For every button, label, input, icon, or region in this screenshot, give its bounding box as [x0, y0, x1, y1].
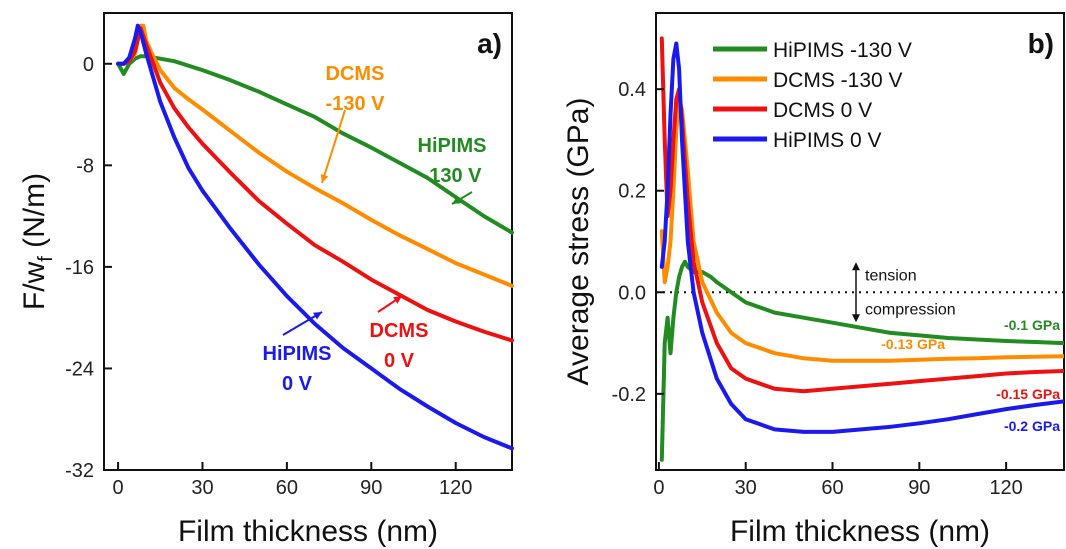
panel-a-letter: a) — [477, 28, 502, 59]
panel-b-legend-label: DCMS 0 V — [773, 99, 872, 122]
panel-a-series-hipims-0-v — [116, 23, 514, 451]
panel-b-series-hipims-0-v — [659, 41, 1064, 434]
panel-b-arrowhead-up — [852, 262, 860, 271]
panel-a-x-tick-label: 60 — [276, 477, 298, 499]
panel-b-value-label: -0.1 GPa — [1004, 317, 1060, 333]
panel-a-y-axis-label-unit: (N/m) — [18, 173, 51, 256]
panel-b-x-tick-label: 60 — [821, 477, 843, 499]
panel-b-y-tick-label: -0.2 — [612, 384, 646, 406]
panel-b-compression-label: compression — [865, 301, 956, 318]
panel-b: 0 30 60 90 120 0.4 0.2 0.0 -0.2 b) Film thicknes… — [562, 12, 1065, 548]
panel-a-y-tick-label: 0 — [83, 54, 94, 76]
panel-a-annotation-text: HiPIMS — [263, 343, 332, 365]
panel-a-frame — [103, 12, 513, 471]
panel-b-letter: b) — [1028, 28, 1054, 59]
panel-a-annotation-text: -130 V — [423, 165, 483, 187]
panel-b-frame — [655, 12, 1065, 471]
panel-a-annotation-text: HiPIMS — [418, 135, 487, 157]
panel-b-legend-label: DCMS -130 V — [773, 69, 903, 92]
panel-b-series-dcms-130-v — [659, 97, 1064, 363]
panel-b-y-tick-label: 0.2 — [618, 181, 646, 203]
panel-b-value-label: -0.13 GPa — [881, 336, 945, 352]
panel-b-x-tick-label: 90 — [908, 477, 930, 499]
panel-b-series-dcms-0-v — [659, 36, 1064, 394]
panel-b-y-tick-label: 0.0 — [618, 282, 646, 304]
panel-a-x-tick-label: 0 — [113, 477, 124, 499]
panel-b-legend-label: HiPIMS 0 V — [773, 129, 882, 152]
panel-a-y-tick-label: -24 — [65, 358, 94, 380]
panel-a-annotation-text: 0 V — [384, 350, 415, 372]
panel-b-value-label: -0.2 GPa — [1004, 418, 1060, 434]
panel-a-x-axis-label: Film thickness (nm) — [178, 515, 438, 548]
panel-a: 0 30 60 90 120 0 -8 -16 -24 -32 a) Film thickness… — [18, 12, 514, 548]
panel-a-x-tick-label: 30 — [191, 477, 213, 499]
panel-b-x-axis-label: Film thickness (nm) — [730, 515, 990, 548]
panel-b-value-label: -0.15 GPa — [996, 386, 1060, 402]
panel-b-y-axis-label: Average stress (GPa) — [562, 98, 595, 386]
panel-a-series — [116, 23, 514, 451]
panel-b-x-tick-label: 0 — [653, 477, 664, 499]
panel-b-x-tick-label: 120 — [989, 477, 1022, 499]
panel-a-series-dcms-0-v — [116, 26, 514, 343]
panel-b-tension-label: tension — [865, 267, 917, 284]
panel-a-y-tick-label: -8 — [76, 155, 94, 177]
panel-b-legend: HiPIMS -130 V DCMS -130 V DCMS 0 V HiPIMS 0… — [713, 39, 912, 152]
panel-a-annotation-text: -130 V — [326, 93, 386, 115]
panel-b-x-tick-label: 30 — [735, 477, 757, 499]
panel-a-annotation-arrowhead — [393, 296, 402, 304]
panel-a-annotation-arrow — [321, 109, 346, 184]
panel-a-annotations: DCMS -130 V HiPIMS -130 V DCMS 0 V HiPIMS 0 V — [263, 63, 487, 395]
panel-b-annotations: tension compression -0.1 GPa -0.13 GPa -0.15… — [852, 262, 1060, 434]
panel-a-ticks: 0 30 60 90 120 0 -8 -16 -24 -32 — [65, 54, 472, 499]
panel-a-y-tick-label: -16 — [65, 257, 94, 279]
panel-a-annotation-arrowhead — [320, 174, 329, 183]
panel-b-ticks: 0 30 60 90 120 0.4 0.2 0.0 -0.2 — [612, 79, 1023, 499]
panel-a-y-tick-label: -32 — [65, 460, 94, 482]
panel-b-series-hipims-130-v — [659, 259, 1064, 462]
panel-a-annotation-arrowhead — [452, 196, 461, 204]
panel-a-annotation-text: DCMS — [326, 63, 385, 85]
panel-b-arrowhead-down — [852, 314, 860, 323]
panel-b-series — [659, 36, 1064, 462]
panel-a-y-axis-label: F/wf (N/m) — [18, 173, 57, 310]
panel-b-legend-label: HiPIMS -130 V — [773, 39, 912, 62]
panel-a-y-axis-label-main: F/w — [18, 261, 51, 310]
panel-b-y-tick-label: 0.4 — [618, 79, 646, 101]
panel-a-x-tick-label: 120 — [439, 477, 472, 499]
panel-a-annotation-text: 0 V — [282, 373, 313, 395]
panel-a-series-hipims-130-v — [116, 54, 514, 235]
panel-a-x-tick-label: 90 — [360, 477, 382, 499]
panel-a-y-axis-label-sub: f — [35, 256, 57, 262]
panel-a-annotation-text: DCMS — [370, 320, 429, 342]
panel-a-annotation-arrowhead — [313, 312, 322, 320]
